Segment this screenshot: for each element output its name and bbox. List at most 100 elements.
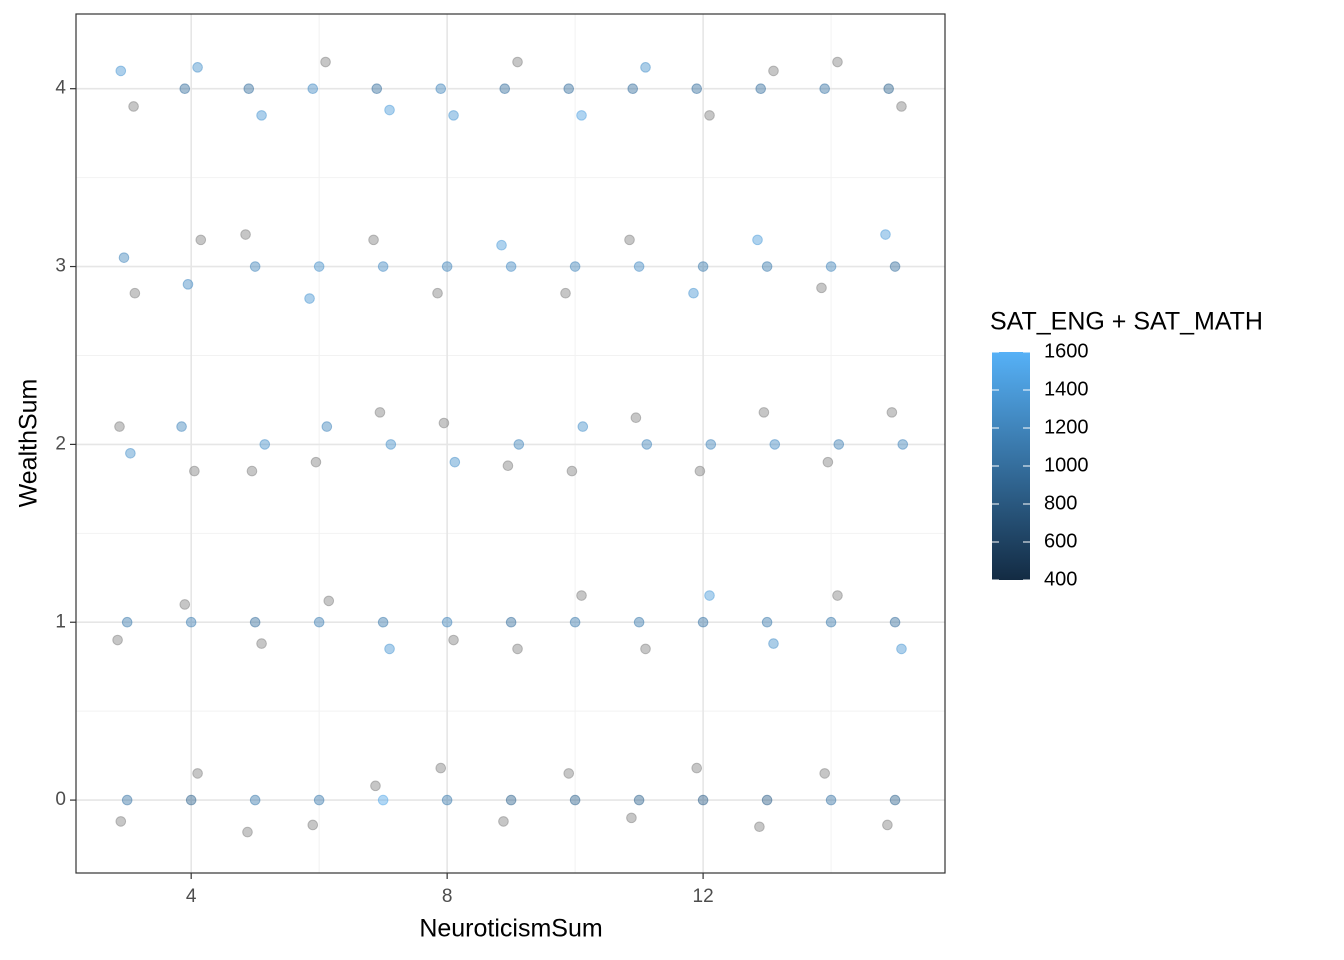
point — [832, 590, 843, 601]
point — [640, 62, 651, 73]
plot-area — [76, 14, 945, 873]
y-tick-label: 4 — [55, 78, 66, 99]
point — [313, 616, 325, 628]
point — [691, 83, 703, 94]
point — [320, 56, 331, 68]
point — [370, 780, 381, 792]
point — [449, 456, 461, 468]
point — [496, 239, 507, 251]
point — [569, 261, 581, 272]
point — [768, 65, 779, 77]
point — [114, 421, 125, 432]
x-tick-label: 8 — [442, 886, 453, 907]
point — [448, 634, 459, 646]
point — [825, 616, 837, 628]
point — [323, 595, 335, 607]
point — [307, 819, 319, 831]
point — [505, 616, 517, 628]
point — [115, 816, 127, 827]
point — [576, 590, 587, 601]
legend-label: 1000 — [1044, 454, 1089, 476]
point — [688, 287, 699, 299]
point — [513, 439, 525, 450]
legend-label: 1600 — [1044, 340, 1089, 362]
point — [374, 407, 386, 418]
point — [441, 261, 453, 272]
point — [512, 56, 523, 68]
y-tick-label: 1 — [55, 611, 66, 632]
point — [129, 287, 141, 299]
point — [242, 826, 253, 838]
point — [889, 261, 901, 272]
point — [896, 101, 907, 112]
point — [705, 439, 717, 450]
point — [185, 794, 197, 806]
point — [569, 794, 581, 806]
point — [125, 447, 136, 459]
point — [633, 794, 645, 806]
legend-label: 1400 — [1044, 378, 1089, 400]
point — [256, 110, 267, 121]
point — [384, 643, 395, 655]
point — [641, 439, 653, 450]
point — [633, 616, 645, 628]
point — [121, 616, 133, 628]
point — [128, 101, 139, 112]
legend-title: SAT_ENG + SAT_MATH — [990, 308, 1263, 336]
point — [304, 293, 315, 304]
point — [432, 287, 443, 299]
point — [505, 261, 517, 272]
point — [313, 261, 325, 272]
point — [694, 465, 706, 477]
point — [179, 599, 191, 610]
point — [118, 252, 130, 263]
point — [752, 234, 763, 246]
point — [630, 412, 642, 424]
point — [761, 261, 773, 272]
point — [691, 762, 703, 774]
point — [754, 821, 765, 833]
point — [883, 83, 894, 94]
point — [512, 643, 523, 655]
x-axis-title: NeuroticismSum — [419, 915, 602, 943]
point — [627, 83, 639, 94]
point — [321, 421, 333, 432]
legend-label: 400 — [1044, 568, 1077, 590]
point — [240, 229, 251, 240]
point — [889, 616, 901, 628]
y-axis-title: WealthSum — [15, 379, 43, 508]
point — [249, 794, 261, 806]
point — [385, 439, 397, 450]
point — [192, 62, 203, 73]
point — [249, 261, 261, 272]
point — [832, 56, 843, 68]
panel — [76, 14, 945, 873]
point — [256, 638, 267, 649]
point — [563, 768, 575, 779]
point — [697, 261, 709, 272]
point — [886, 407, 898, 418]
point — [819, 83, 830, 94]
point — [761, 794, 773, 806]
point — [825, 261, 837, 272]
point — [179, 83, 191, 94]
point — [246, 465, 258, 477]
point — [502, 460, 514, 472]
point — [377, 616, 389, 628]
point — [189, 465, 200, 477]
y-tick-label: 2 — [55, 433, 66, 454]
point — [577, 421, 589, 432]
point — [384, 104, 395, 116]
point — [896, 643, 907, 655]
point — [195, 234, 207, 246]
point — [438, 417, 450, 429]
point — [505, 794, 517, 806]
point — [697, 794, 709, 806]
point — [310, 456, 322, 468]
point — [576, 110, 587, 121]
point — [499, 83, 511, 94]
point — [176, 421, 187, 432]
point — [758, 407, 770, 418]
point — [640, 643, 651, 655]
